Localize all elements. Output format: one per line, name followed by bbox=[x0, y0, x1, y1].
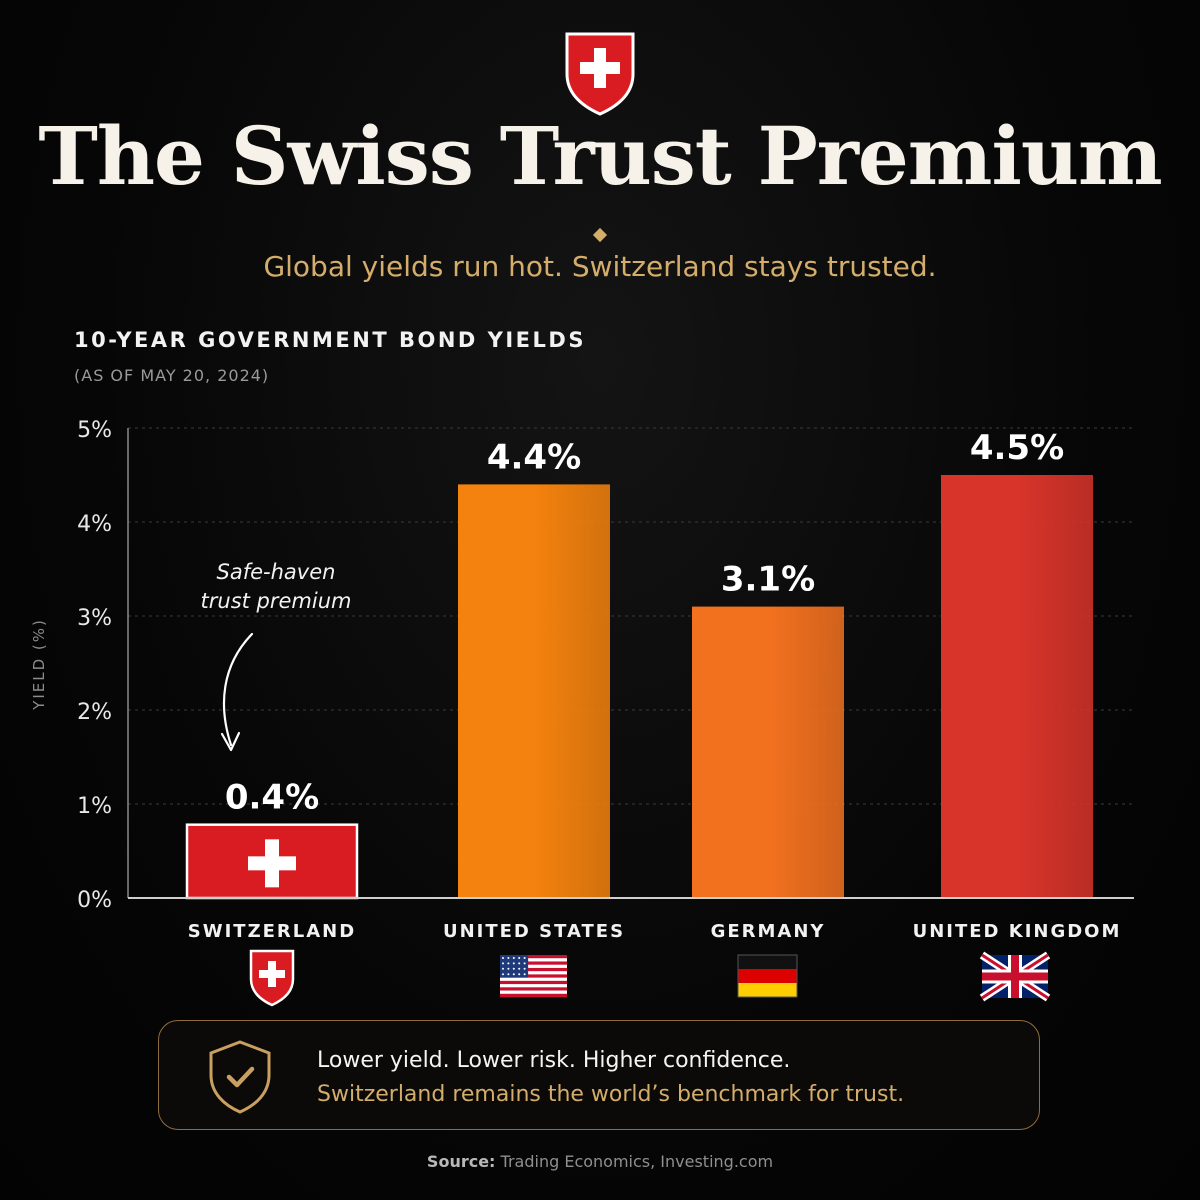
y-tick-label: 3% bbox=[77, 606, 112, 631]
source-note: Source: Trading Economics, Investing.com bbox=[0, 1152, 1200, 1171]
category-label: GERMANY bbox=[711, 921, 826, 942]
y-tick-label: 0% bbox=[77, 888, 112, 913]
callout-line-2: Switzerland remains the world’s benchmar… bbox=[317, 1082, 905, 1107]
bars bbox=[185, 475, 1093, 900]
bar-switzerland bbox=[185, 823, 359, 900]
top-ornament bbox=[280, 32, 920, 116]
germany-flag-icon bbox=[737, 954, 798, 998]
flags bbox=[249, 949, 1051, 1007]
category-label: UNITED KINGDOM bbox=[913, 921, 1122, 942]
y-tick-label: 1% bbox=[77, 794, 112, 819]
value-label: 4.4% bbox=[487, 437, 581, 477]
bar bbox=[941, 475, 1093, 898]
value-label: 0.4% bbox=[225, 778, 319, 818]
annotation-text: trust premium bbox=[201, 589, 352, 613]
divider-diamond-icon bbox=[592, 227, 608, 243]
bar-cross-icon bbox=[248, 856, 296, 871]
y-tick-label: 4% bbox=[77, 512, 112, 537]
swiss-flag-icon bbox=[249, 949, 295, 1007]
bar-united-kingdom bbox=[941, 475, 1093, 898]
category-labels: SWITZERLAND UNITED STATES GERMANY UNITED KI… bbox=[188, 921, 1122, 942]
page-subtitle: Global yields run hot. Switzerland stays… bbox=[263, 250, 937, 283]
bar-united-states bbox=[458, 484, 610, 898]
y-tick-label: 2% bbox=[77, 700, 112, 725]
callout-line-1: Lower yield. Lower risk. Higher confiden… bbox=[317, 1048, 791, 1073]
value-label: 4.5% bbox=[970, 428, 1064, 468]
y-axis-ticks: 0% 1% 2% 3% 4% 5% bbox=[77, 418, 112, 913]
category-label: SWITZERLAND bbox=[188, 921, 356, 942]
value-labels: 0.4% 4.4% 3.1% 4.5% bbox=[225, 428, 1064, 818]
bar bbox=[458, 484, 610, 898]
category-label: UNITED STATES bbox=[443, 921, 625, 942]
y-tick-label: 5% bbox=[77, 418, 112, 443]
annotation-arrowhead-icon bbox=[220, 731, 241, 752]
value-label: 3.1% bbox=[721, 560, 815, 600]
bar bbox=[692, 606, 844, 898]
uk-flag-icon bbox=[979, 951, 1051, 1002]
bar-chart: 0%1%2%3%4%5% YIELD (%) 0.4%4.4%3.1%4.5% … bbox=[30, 418, 1134, 1007]
gridlines bbox=[127, 427, 1134, 898]
annotation-text: Safe-haven bbox=[217, 560, 336, 584]
callout-box: Lower yield. Lower risk. Higher confiden… bbox=[158, 1020, 1040, 1130]
shield-check-icon bbox=[209, 1040, 271, 1114]
page-title: The Swiss Trust Premium bbox=[38, 109, 1162, 203]
source-label: Source: bbox=[426, 1152, 496, 1171]
us-flag-icon bbox=[500, 955, 567, 998]
chart-subheading: (AS OF MAY 20, 2024) bbox=[74, 366, 270, 385]
title-divider bbox=[438, 227, 778, 243]
bar-germany bbox=[692, 606, 844, 898]
source-text: Trading Economics, Investing.com bbox=[500, 1152, 774, 1171]
annotation-arrow bbox=[222, 632, 254, 747]
swiss-shield-icon bbox=[565, 32, 635, 116]
chart-heading: 10-YEAR GOVERNMENT BOND YIELDS bbox=[74, 328, 586, 352]
annotation: Safe-haven trust premium bbox=[201, 560, 352, 752]
y-axis-label: YIELD (%) bbox=[30, 618, 48, 711]
